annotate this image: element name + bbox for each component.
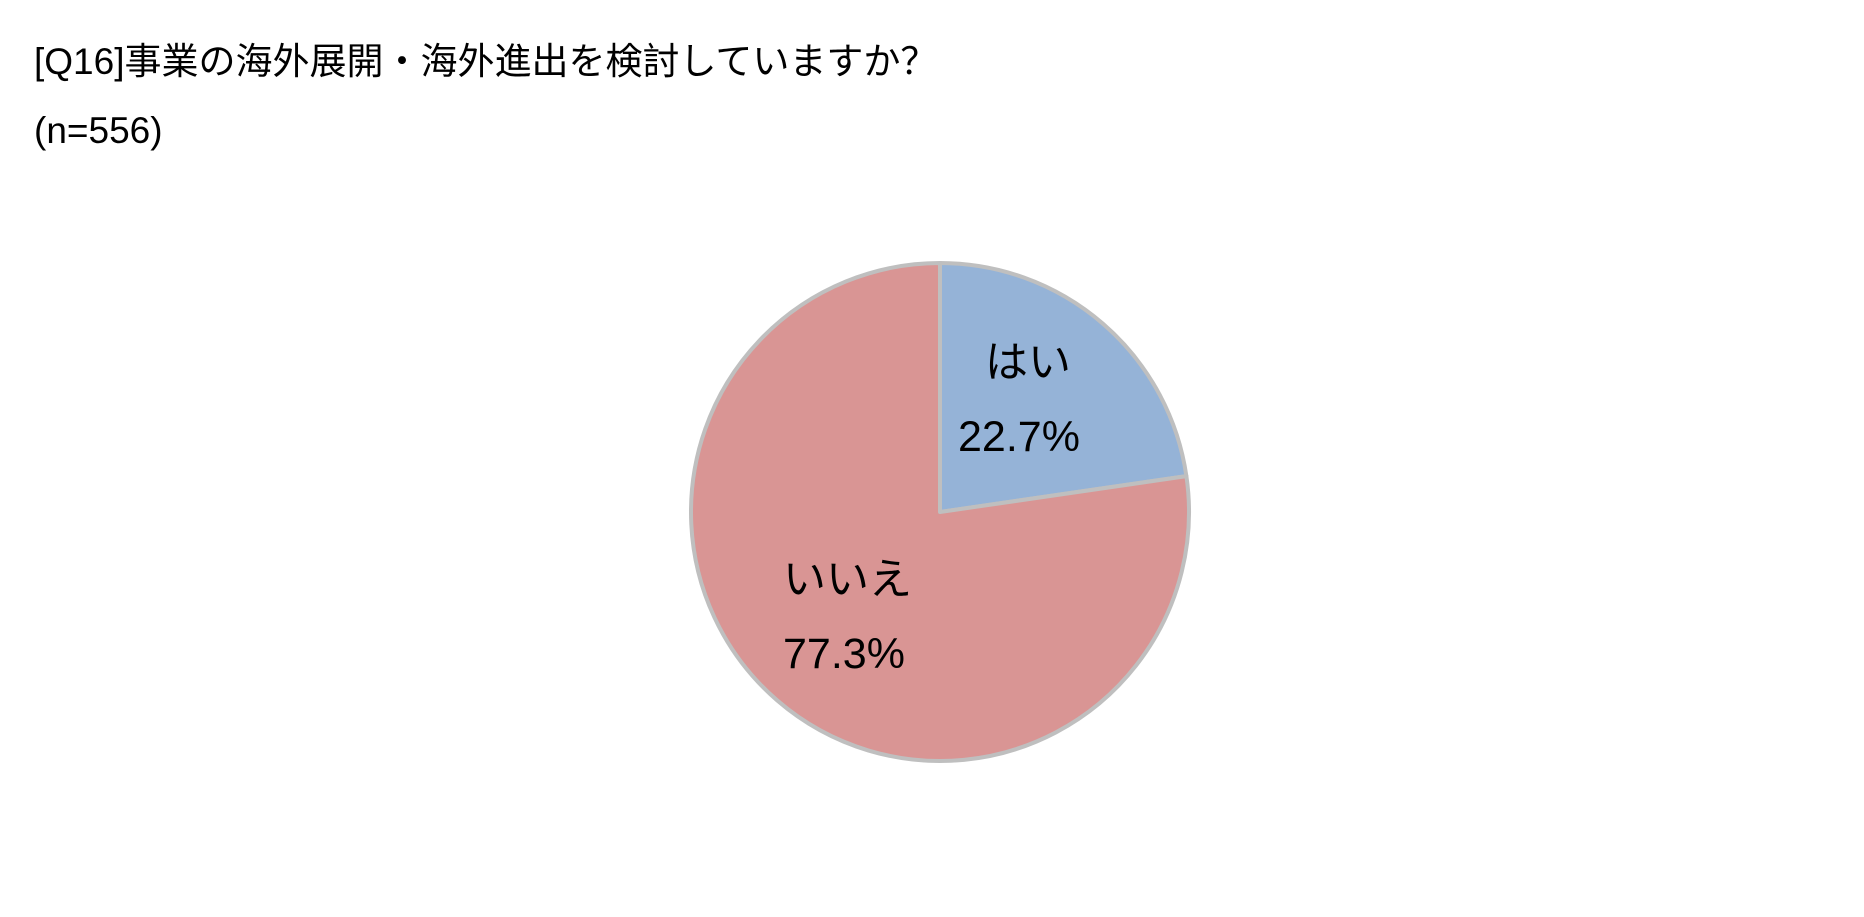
slice-category-label: いいえ xyxy=(783,556,912,604)
chart-title: [Q16]事業の海外展開・海外進出を検討していますか？ xyxy=(34,41,938,82)
pie-slice xyxy=(689,261,1191,763)
pie-slice xyxy=(938,261,1189,514)
slice-value-label: 22.7% xyxy=(958,413,1080,461)
chart-subtitle: (n=556) xyxy=(34,110,163,151)
slice-value-label: 77.3% xyxy=(783,630,905,678)
slice-category-label: はい xyxy=(985,339,1071,387)
